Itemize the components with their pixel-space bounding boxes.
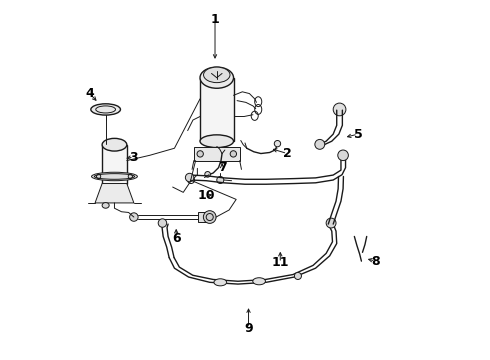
Ellipse shape bbox=[200, 135, 234, 148]
Ellipse shape bbox=[214, 279, 227, 286]
Ellipse shape bbox=[92, 172, 137, 181]
Ellipse shape bbox=[333, 103, 346, 116]
Ellipse shape bbox=[185, 173, 194, 182]
Text: 2: 2 bbox=[283, 147, 292, 160]
Ellipse shape bbox=[102, 138, 127, 151]
Ellipse shape bbox=[200, 67, 234, 88]
Text: 10: 10 bbox=[197, 189, 215, 202]
Ellipse shape bbox=[230, 151, 237, 157]
Polygon shape bbox=[95, 184, 134, 203]
Ellipse shape bbox=[315, 139, 325, 149]
Ellipse shape bbox=[253, 278, 266, 285]
Ellipse shape bbox=[326, 218, 336, 228]
Bar bbox=[200, 78, 234, 141]
Bar bbox=[102, 145, 127, 184]
Text: 4: 4 bbox=[85, 87, 94, 100]
Ellipse shape bbox=[205, 171, 210, 177]
Bar bbox=[194, 147, 240, 161]
Ellipse shape bbox=[197, 151, 203, 157]
Ellipse shape bbox=[338, 150, 348, 161]
Text: 8: 8 bbox=[371, 255, 380, 267]
Text: 3: 3 bbox=[129, 150, 138, 163]
Ellipse shape bbox=[203, 211, 216, 224]
Text: 6: 6 bbox=[172, 232, 180, 245]
Text: 1: 1 bbox=[211, 13, 220, 26]
Ellipse shape bbox=[91, 104, 121, 115]
Text: 11: 11 bbox=[271, 256, 289, 269]
Ellipse shape bbox=[158, 219, 167, 227]
Bar bbox=[198, 212, 209, 222]
Text: 9: 9 bbox=[244, 322, 253, 335]
Text: 7: 7 bbox=[218, 161, 226, 174]
Ellipse shape bbox=[274, 140, 281, 147]
Text: 5: 5 bbox=[353, 128, 362, 141]
Ellipse shape bbox=[217, 176, 224, 184]
Ellipse shape bbox=[102, 203, 109, 208]
Ellipse shape bbox=[294, 273, 301, 279]
Ellipse shape bbox=[130, 213, 138, 221]
Ellipse shape bbox=[203, 67, 230, 83]
